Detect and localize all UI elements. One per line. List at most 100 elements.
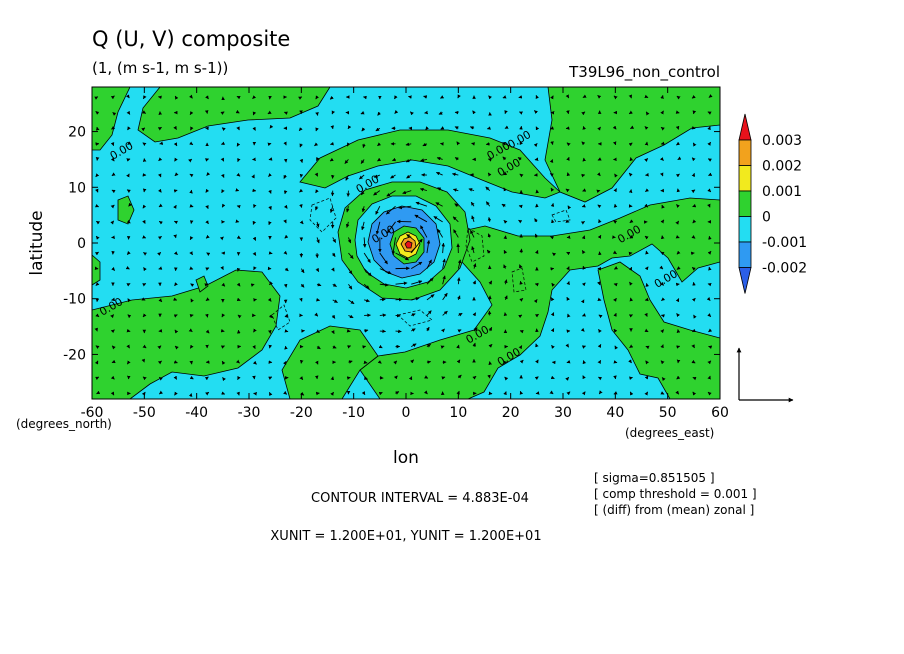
wind-vector bbox=[253, 328, 257, 333]
wind-vector bbox=[189, 141, 194, 146]
wind-vector bbox=[614, 266, 619, 270]
wind-vector bbox=[315, 95, 320, 100]
wind-vector bbox=[111, 189, 116, 194]
wind-vector bbox=[314, 172, 319, 177]
wind-vector bbox=[386, 205, 396, 215]
wind-vector bbox=[329, 157, 334, 162]
wind-vector bbox=[613, 95, 618, 100]
wind-vector bbox=[283, 158, 288, 163]
wind-vector bbox=[95, 376, 100, 381]
wind-vector bbox=[550, 328, 555, 333]
wind-vector bbox=[419, 187, 428, 192]
wind-vector bbox=[441, 328, 445, 333]
wind-vector bbox=[550, 236, 555, 240]
wind-vector bbox=[550, 203, 555, 207]
wind-vector bbox=[597, 360, 602, 365]
wind-vector bbox=[644, 312, 648, 317]
wind-vector bbox=[220, 111, 225, 116]
wind-vector bbox=[95, 313, 100, 318]
wind-vector bbox=[660, 110, 664, 115]
y-tick-label: -10 bbox=[63, 292, 86, 308]
wind-vector bbox=[142, 204, 147, 209]
colorbar-label: 0 bbox=[762, 210, 771, 226]
wind-vector bbox=[440, 345, 445, 349]
wind-vector bbox=[613, 297, 617, 302]
wind-vector bbox=[173, 125, 177, 130]
wind-vector bbox=[329, 206, 334, 213]
wind-vector bbox=[189, 375, 194, 380]
wind-vector bbox=[235, 359, 240, 364]
wind-vector bbox=[373, 190, 381, 196]
wind-vector bbox=[691, 266, 696, 271]
colorbar-bottom-triangle bbox=[738, 267, 752, 294]
wind-vector bbox=[660, 360, 665, 365]
wind-vector bbox=[315, 206, 319, 211]
wind-vector bbox=[566, 156, 570, 161]
wind-vector bbox=[691, 157, 696, 162]
wind-vector bbox=[613, 220, 618, 224]
wind-vector bbox=[379, 268, 392, 275]
wind-vector bbox=[502, 156, 507, 161]
wind-vector bbox=[457, 374, 462, 379]
wind-vector bbox=[173, 375, 178, 380]
x-tick-label: 50 bbox=[659, 405, 677, 421]
wind-vector bbox=[394, 109, 399, 114]
wind-vector bbox=[426, 259, 432, 269]
wind-vector bbox=[379, 283, 389, 287]
wind-vector bbox=[126, 344, 130, 349]
wind-vector bbox=[315, 329, 320, 334]
wind-vector bbox=[503, 249, 508, 254]
wind-vector bbox=[597, 234, 602, 239]
wind-vector bbox=[487, 233, 492, 238]
wind-vector bbox=[454, 126, 459, 130]
wind-vector bbox=[457, 295, 461, 300]
wind-vector bbox=[691, 344, 695, 349]
wind-vector bbox=[675, 173, 680, 178]
wind-vector bbox=[142, 95, 147, 100]
wind-vector bbox=[691, 328, 696, 333]
wind-vector bbox=[581, 391, 586, 396]
colorbar-label: 0.001 bbox=[762, 184, 802, 200]
wind-vector bbox=[598, 329, 602, 334]
wind-vector bbox=[283, 141, 287, 146]
wind-vector bbox=[433, 216, 443, 223]
wind-vector bbox=[362, 237, 367, 248]
wind-vector bbox=[252, 126, 256, 131]
wind-vector bbox=[519, 141, 523, 146]
wind-vector bbox=[441, 376, 446, 380]
wind-vector bbox=[409, 111, 414, 116]
wind-vector bbox=[94, 251, 99, 256]
wind-vector bbox=[519, 264, 523, 269]
wind-vector bbox=[284, 267, 289, 272]
wind-vector bbox=[457, 329, 462, 333]
wind-vector bbox=[316, 345, 321, 350]
wind-vector bbox=[613, 328, 618, 333]
wind-vector bbox=[411, 280, 423, 285]
wind-vector bbox=[644, 391, 649, 396]
colorbar-label: 0.003 bbox=[762, 133, 802, 149]
wind-vector bbox=[534, 313, 539, 318]
wind-vector bbox=[394, 95, 398, 100]
wind-vector bbox=[299, 143, 303, 148]
wind-vector bbox=[348, 252, 354, 259]
wind-vector bbox=[347, 345, 352, 349]
wind-vector bbox=[629, 235, 634, 239]
wind-vector bbox=[426, 360, 432, 364]
wind-vector bbox=[267, 297, 272, 302]
wind-vector bbox=[645, 188, 650, 193]
wind-vector bbox=[96, 220, 101, 225]
wind-vector bbox=[423, 390, 428, 395]
wind-vector bbox=[659, 156, 664, 161]
wind-vector bbox=[363, 360, 368, 364]
wind-vector bbox=[398, 205, 412, 210]
wind-vector bbox=[629, 219, 634, 224]
wind-vector bbox=[110, 314, 115, 319]
wind-vector bbox=[676, 266, 681, 270]
wind-vector bbox=[315, 267, 320, 272]
wind-vector bbox=[473, 327, 478, 332]
wind-vector bbox=[348, 299, 355, 305]
wind-vector bbox=[582, 125, 587, 130]
wind-vector bbox=[331, 267, 335, 272]
wind-vector bbox=[550, 95, 554, 100]
wind-vector bbox=[420, 225, 428, 238]
